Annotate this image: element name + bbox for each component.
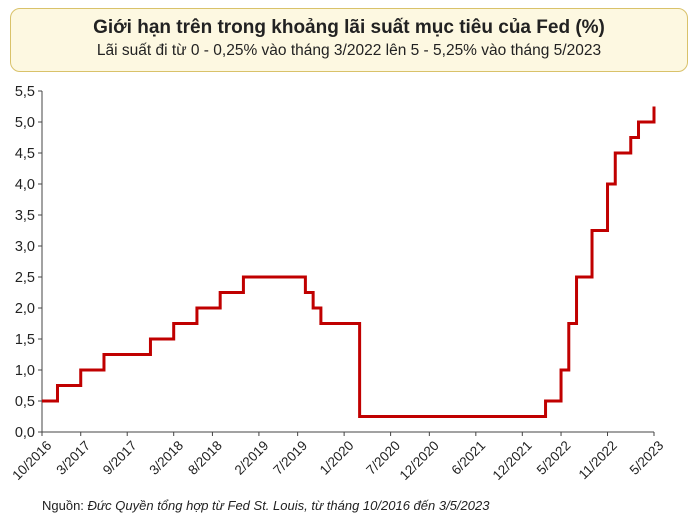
y-axis-ticks: 0,0 0,5 1,0 1,5 2,0 2,5 3,0 3,5 4,0 4,5 5,0 5,5 — [15, 84, 42, 441]
x-tick-label: 9/2017 — [100, 438, 140, 478]
y-tick-label: 3,5 — [15, 208, 35, 224]
y-tick-label: 2,0 — [15, 301, 35, 317]
series-line — [42, 106, 656, 418]
source-text: Đức Quyền tổng hợp từ Fed St. Louis, từ … — [87, 498, 490, 513]
y-tick-label: 4,0 — [15, 177, 35, 193]
x-tick-label: 3/2017 — [53, 438, 93, 478]
y-tick-label: 5,5 — [15, 84, 35, 100]
chart-subtitle: Lãi suất đi từ 0 - 0,25% vào tháng 3/202… — [96, 42, 602, 59]
y-tick-label: 2,5 — [15, 270, 35, 286]
x-tick-label: 10/2016 — [9, 438, 54, 483]
x-tick-label: 3/2018 — [146, 438, 186, 478]
x-tick-label: 5/2023 — [627, 438, 667, 478]
x-tick-label: 12/2021 — [490, 438, 535, 483]
source-note: Nguồn: Đức Quyền tổng hợp từ Fed St. Lou… — [42, 498, 489, 513]
y-tick-label: 0,5 — [15, 394, 35, 410]
y-tick-label: 3,0 — [15, 239, 35, 255]
y-tick-label: 1,5 — [15, 332, 35, 348]
y-tick-label: 0,0 — [15, 425, 35, 441]
x-tick-label: 2/2019 — [232, 438, 272, 478]
y-tick-label: 1,0 — [15, 363, 35, 379]
chart-title: Giới hạn trên trong khoảng lãi suất mục … — [93, 17, 605, 38]
x-tick-label: 12/2020 — [397, 438, 442, 483]
x-tick-label: 7/2019 — [270, 438, 310, 478]
y-tick-label: 5,0 — [15, 115, 35, 131]
title-box: Giới hạn trên trong khoảng lãi suất mục … — [10, 8, 688, 72]
x-tick-label: 6/2021 — [449, 438, 489, 478]
y-tick-label: 4,5 — [15, 146, 35, 162]
source-label: Nguồn: — [42, 498, 84, 513]
x-tick-label: 11/2022 — [576, 438, 620, 482]
x-tick-label: 5/2022 — [534, 438, 574, 478]
series-group — [41, 106, 656, 418]
x-tick-label: 8/2018 — [185, 438, 225, 478]
x-tick-label: 1/2020 — [317, 438, 357, 478]
